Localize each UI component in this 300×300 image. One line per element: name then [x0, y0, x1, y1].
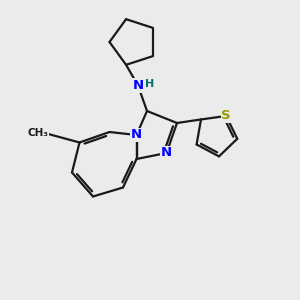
Text: N: N	[132, 79, 144, 92]
Text: N: N	[131, 128, 142, 142]
Text: CH₃: CH₃	[27, 128, 48, 138]
Text: N: N	[161, 146, 172, 160]
Text: S: S	[221, 110, 231, 122]
Text: H: H	[145, 79, 154, 89]
